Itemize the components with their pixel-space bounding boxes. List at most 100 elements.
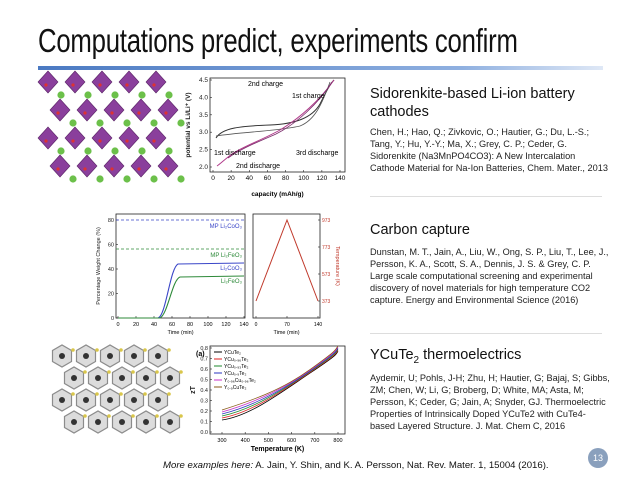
- atom: [95, 348, 99, 352]
- atom: [96, 119, 104, 127]
- atom: [177, 119, 185, 127]
- x-tick-label: 80: [187, 322, 193, 328]
- curve: [118, 275, 245, 319]
- curve: [221, 351, 339, 421]
- y-tick-label: 373: [322, 299, 331, 305]
- atom: [152, 83, 156, 87]
- polyhedron: [130, 98, 152, 122]
- polyhedron: [49, 98, 71, 122]
- legend-label: Y₀.₉CuTe₂: [224, 385, 246, 391]
- atom: [83, 353, 89, 359]
- polyhedron: [103, 98, 125, 122]
- y-tick-label: 773: [322, 245, 331, 251]
- x-tick-label: 20: [228, 175, 236, 182]
- curve: [255, 218, 319, 302]
- panel-label: (a): [196, 351, 205, 358]
- polyhedron: [130, 154, 152, 178]
- y-tick-label: 973: [322, 218, 331, 224]
- curve: [221, 346, 339, 413]
- y-tick-label: 0: [111, 316, 114, 322]
- atom: [123, 175, 131, 183]
- atom: [98, 139, 102, 143]
- x-tick-label: 140: [239, 322, 248, 328]
- atom: [110, 111, 114, 115]
- y-tick-label: 80: [108, 218, 114, 224]
- atom: [143, 348, 147, 352]
- atom: [143, 419, 149, 425]
- polyhedron: [145, 126, 167, 150]
- plot-frame: [252, 213, 321, 319]
- y-axis-label: potential vs Li/Li⁺ (V): [185, 92, 192, 157]
- atom: [83, 414, 87, 418]
- atom: [165, 147, 173, 155]
- x-tick-label: 500: [264, 438, 273, 444]
- atom: [137, 167, 141, 171]
- plot-frame: [115, 213, 246, 319]
- figure: (a)0.8 0.7 0.6 0.5 0.4 0.3 0.2 0.1 0.0 300 400 500 6…: [190, 345, 346, 453]
- section-heading: Carbon capture: [370, 222, 470, 238]
- y-tick-label: 0.4: [200, 388, 208, 394]
- x-tick-label: 400: [241, 438, 250, 444]
- x-tick-label: 80: [282, 175, 290, 182]
- atom: [131, 370, 135, 374]
- x-tick-label: 40: [151, 322, 157, 328]
- atom: [167, 392, 171, 396]
- x-tick-label: 70: [284, 322, 290, 328]
- curve: [215, 79, 335, 139]
- y-tick-label: 4.0: [199, 94, 208, 101]
- x-tick-label: 120: [221, 322, 230, 328]
- atom: [143, 392, 147, 396]
- atom: [107, 353, 113, 359]
- atom: [150, 175, 158, 183]
- polyhedron: [76, 154, 98, 178]
- y-tick-label: 0.3: [200, 399, 208, 405]
- curve: [227, 81, 333, 159]
- atom: [83, 167, 87, 171]
- polyhedron: [118, 70, 140, 94]
- polyhedron: [145, 70, 167, 94]
- x-tick-label: 40: [246, 175, 254, 182]
- curve: [216, 79, 335, 167]
- atom: [107, 370, 111, 374]
- atom: [165, 91, 173, 99]
- atom: [179, 414, 183, 418]
- title-rule: [38, 66, 603, 70]
- y-tick-label: 20: [108, 292, 114, 298]
- atom: [164, 167, 168, 171]
- x-tick-label: 120: [316, 175, 327, 182]
- atom: [44, 139, 48, 143]
- atom: [152, 139, 156, 143]
- x-tick-label: 60: [169, 322, 175, 328]
- atom: [167, 419, 173, 425]
- atom: [125, 83, 129, 87]
- x-tick-label: 140: [314, 322, 323, 328]
- citation: Dunstan, M. T., Jain, A., Liu, W., Ong, …: [370, 247, 609, 305]
- atom: [56, 111, 60, 115]
- atom: [83, 370, 87, 374]
- y-axis-label: zT: [190, 385, 197, 394]
- polyhedron: [157, 154, 179, 178]
- y-tick-label: 0.7: [200, 357, 208, 363]
- atom: [96, 175, 104, 183]
- x-tick-label: 800: [333, 438, 342, 444]
- atom: [131, 397, 137, 403]
- atom: [84, 91, 92, 99]
- atom: [167, 375, 173, 381]
- atom: [143, 375, 149, 381]
- footer-text: A. Jain, Y. Shin, and K. A. Persson, Nat…: [255, 460, 549, 471]
- footer-lead: More examples here:: [163, 460, 254, 471]
- annotation: 1st charge: [292, 93, 325, 100]
- x-tick-label: 140: [335, 175, 346, 182]
- slide-title: Computations predict, experiments confir…: [38, 22, 518, 59]
- atom: [44, 83, 48, 87]
- y-tick-label: 3.5: [199, 112, 208, 119]
- annotation: Li₂CoO₃: [220, 266, 242, 272]
- atom: [71, 419, 77, 425]
- polyhedron: [37, 70, 59, 94]
- x-tick-label: 100: [203, 322, 212, 328]
- separator: [370, 196, 602, 197]
- atom: [95, 392, 99, 396]
- citation: Aydemir, U; Pohls, J-H; Zhu, H; Hautier,…: [370, 373, 610, 431]
- atom: [150, 119, 158, 127]
